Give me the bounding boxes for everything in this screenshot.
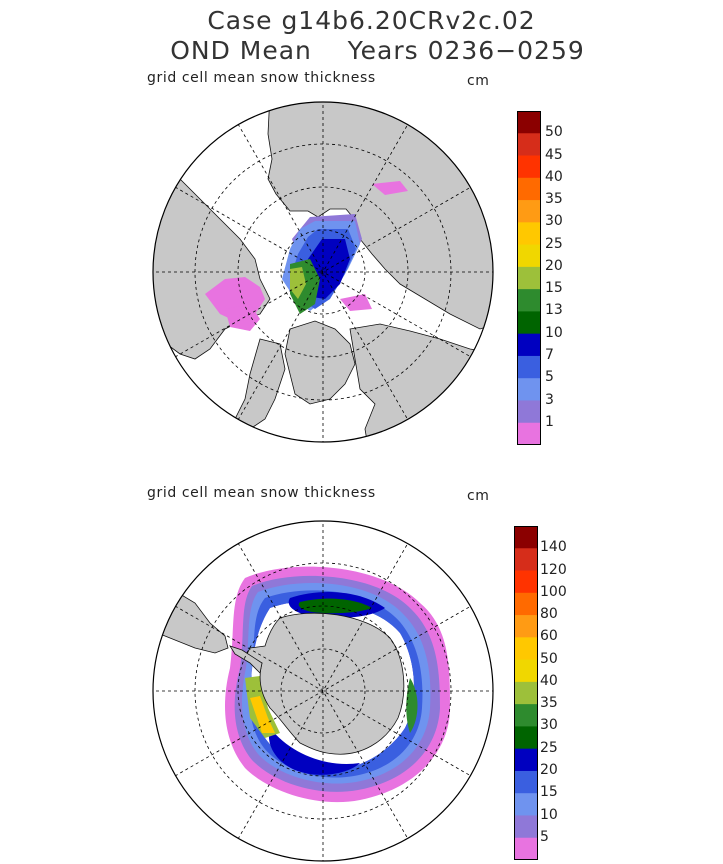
- south-colorbar-swatch: [514, 592, 538, 616]
- north-colorbar-tick-label: 40: [545, 168, 563, 185]
- south-colorbar-tick-label: 80: [540, 606, 558, 623]
- south-land-antarctic-peninsula: [229, 645, 263, 674]
- north-colorbar-swatch: [517, 289, 541, 312]
- south-colorbar-swatch: [514, 681, 538, 705]
- north-colorbar-tick-label: 5: [545, 369, 554, 386]
- south-snow-30cm-weddell: [298, 598, 372, 614]
- north-colorbar-tick-label: 35: [545, 191, 563, 208]
- north-units-label: cm: [467, 73, 490, 89]
- south-colorbar-tick-label: 10: [540, 806, 558, 823]
- north-colorbar-swatch: [517, 111, 541, 134]
- south-snow-30cm-east: [406, 678, 418, 733]
- north-colorbar-swatch: [517, 333, 541, 357]
- south-colorbar-tick-label: 35: [540, 695, 558, 712]
- south-snow-25cm-ross: [268, 728, 360, 775]
- north-colorbar-swatch: [517, 400, 541, 424]
- north-colorbar-swatch: [517, 200, 541, 223]
- north-polar-map: [152, 101, 494, 443]
- north-colorbar-tick-label: 30: [545, 213, 563, 230]
- north-colorbar-swatch: [517, 266, 541, 290]
- south-snow-20cm-ring: [249, 590, 423, 778]
- north-colorbar-tick-label: 20: [545, 257, 563, 274]
- south-graticule: [153, 521, 493, 861]
- south-colorbar-frame: [514, 526, 538, 860]
- north-colorbar: [517, 111, 541, 445]
- south-colorbar-swatch: [514, 726, 538, 750]
- north-colorbar-swatch: [517, 311, 541, 335]
- north-colorbar-tick-label: 50: [545, 124, 563, 141]
- north-colorbar-tick-label: 45: [545, 146, 563, 163]
- north-land-greenland: [284, 320, 356, 405]
- south-polar-map: [152, 520, 494, 862]
- south-colorbar-swatch: [514, 570, 538, 594]
- north-colorbar-swatch: [517, 155, 541, 179]
- north-map-boundary: [152, 101, 494, 443]
- south-colorbar-swatch: [514, 770, 538, 794]
- south-colorbar-tick-label: 25: [540, 739, 558, 756]
- south-colorbar-swatch: [514, 793, 538, 816]
- north-field-label: grid cell mean snow thickness: [147, 70, 376, 86]
- north-colorbar-tick-label: 3: [545, 391, 554, 408]
- south-colorbar-tick-label: 20: [540, 761, 558, 778]
- south-snow-50cm-ross: [250, 696, 275, 733]
- south-colorbar-swatch: [514, 615, 538, 638]
- south-colorbar-swatch: [514, 748, 538, 772]
- north-colorbar-swatch: [517, 378, 541, 401]
- north-colorbar-swatch: [517, 355, 541, 379]
- north-colorbar-swatch: [517, 177, 541, 201]
- north-colorbar-swatch: [517, 222, 541, 246]
- south-colorbar-tick-label: 15: [540, 784, 558, 801]
- south-colorbar-tick-label: 120: [540, 561, 567, 578]
- north-colorbar-tick-label: 7: [545, 346, 554, 363]
- south-colorbar-tick-label: 30: [540, 717, 558, 734]
- south-map-boundary: [152, 520, 494, 862]
- figure-title-case: Case g14b6.20CRv2c.02: [207, 6, 536, 35]
- south-units-label: cm: [467, 488, 490, 504]
- north-colorbar-tick-label: 13: [545, 302, 563, 319]
- south-colorbar: [514, 526, 538, 860]
- south-colorbar-tick-label: 140: [540, 539, 567, 556]
- north-snow-15cm: [290, 267, 306, 299]
- north-graticule: [153, 102, 493, 442]
- south-colorbar-tick-label: 40: [540, 672, 558, 689]
- south-colorbar-swatch: [514, 704, 538, 727]
- north-colorbar-swatch: [517, 422, 541, 445]
- south-field-label: grid cell mean snow thickness: [147, 485, 376, 501]
- north-snow-1cm-barents: [340, 294, 372, 311]
- south-colorbar-tick-label: 5: [540, 828, 549, 845]
- north-colorbar-tick-label: 1: [545, 413, 554, 430]
- north-snow-1cm-labrador: [225, 304, 260, 331]
- south-colorbar-swatch: [514, 548, 538, 572]
- south-colorbar-swatch: [514, 837, 538, 860]
- north-colorbar-tick-label: 15: [545, 280, 563, 297]
- north-snow-1cm-okhotsk: [372, 181, 408, 195]
- north-colorbar-swatch: [517, 133, 541, 157]
- south-colorbar-swatch: [514, 526, 538, 549]
- north-land-alaska: [234, 338, 286, 430]
- south-colorbar-tick-label: 100: [540, 583, 567, 600]
- north-colorbar-swatch: [517, 244, 541, 268]
- south-colorbar-swatch: [514, 815, 538, 839]
- south-colorbar-swatch: [514, 637, 538, 661]
- south-colorbar-tick-label: 60: [540, 628, 558, 645]
- north-colorbar-tick-label: 25: [545, 235, 563, 252]
- south-colorbar-tick-label: 50: [540, 650, 558, 667]
- north-colorbar-tick-label: 10: [545, 324, 563, 341]
- north-colorbar-frame: [517, 111, 541, 445]
- figure-title-period: OND Mean Years 0236−0259: [170, 36, 585, 65]
- south-colorbar-swatch: [514, 659, 538, 683]
- south-snow-15cm-ring: [242, 583, 431, 784]
